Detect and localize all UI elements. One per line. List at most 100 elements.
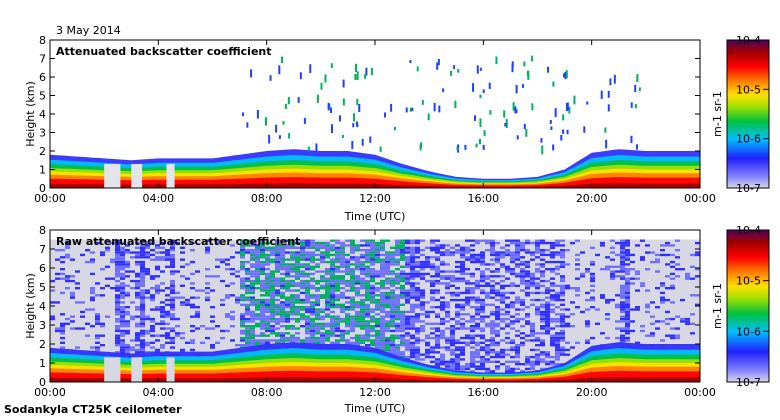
noise-cell [370,284,375,287]
noise-cell [370,301,375,304]
noise-cell [395,272,400,276]
noise-cell [340,277,345,280]
noise-cell [335,284,340,287]
noise-cell [70,327,75,330]
noise-cell [425,344,430,347]
noise-cell [490,239,495,242]
noise-cell [310,258,315,261]
noise-cell [450,360,455,363]
noise-cell [275,298,280,302]
noise-cell [535,241,540,245]
noise-cell [330,249,335,252]
noise-cell [510,327,515,330]
noise-cell [325,270,330,273]
noise-cell [400,353,405,356]
noise-cell [270,298,275,302]
noise-cell [390,270,395,273]
noise-cell [555,344,560,347]
noise-cell [305,329,310,333]
noise-cell [385,320,390,323]
noise-cell [575,258,580,261]
cloud-speck [278,135,281,139]
noise-cell [540,253,545,257]
noise-cell [365,298,370,302]
noise-cell [560,325,565,328]
noise-cell [410,263,415,266]
noise-cell [400,315,405,318]
noise-cell [575,341,580,344]
noise-cell [275,291,280,295]
noise-cell [335,268,340,271]
noise-cell [280,306,285,309]
noise-cell [405,258,410,261]
noise-cell [540,272,545,276]
noise-cell [415,303,420,306]
noise-cell [140,298,145,302]
noise-cell [535,353,540,356]
noise-cell [350,289,355,292]
noise-cell [255,325,260,328]
noise-cell [300,265,305,268]
noise-cell [330,329,335,333]
noise-cell [350,301,355,304]
noise-cell [345,306,350,309]
noise-cell [490,344,495,347]
noise-cell [660,298,665,302]
noise-cell [115,310,120,314]
noise-cell [250,325,255,328]
noise-cell [375,308,380,311]
noise-cell [510,301,515,304]
noise-cell [310,294,315,297]
noise-cell [115,336,120,340]
noise-cell [420,353,425,356]
noise-cell [305,246,310,249]
noise-cell [515,241,520,245]
noise-cell [335,260,340,264]
noise-cell [640,282,645,285]
noise-cell [170,258,175,261]
noise-cell [280,249,285,252]
cloud-speck [288,133,291,139]
noise-cell [225,296,230,299]
noise-cell [375,289,380,292]
noise-cell [155,251,160,254]
noise-cell [100,253,105,257]
noise-cell [310,322,315,325]
noise-cell [245,308,250,311]
noise-cell [245,344,250,347]
noise-cell [120,253,125,257]
noise-cell [265,284,270,287]
noise-cell [350,315,355,318]
noise-cell [340,253,345,257]
noise-cell [545,260,550,264]
noise-cell [440,277,445,280]
noise-cell [560,265,565,268]
noise-cell [660,244,665,247]
noise-cell [285,298,290,302]
noise-cell [585,291,590,295]
noise-cell [330,322,335,325]
noise-cell [610,277,615,280]
noise-cell [325,253,330,257]
noise-cell [90,296,95,299]
x-axis-label: Time (UTC) [344,210,406,223]
noise-cell [625,279,630,283]
noise-cell [325,251,330,254]
noise-cell [130,317,135,321]
noise-cell [345,258,350,261]
cloud-speck [370,67,373,76]
noise-cell [560,303,565,306]
noise-cell [555,332,560,335]
noise-cell [400,341,405,344]
noise-cell [525,263,530,266]
noise-cell [315,339,320,342]
noise-cell [490,329,495,333]
noise-cell [160,256,165,259]
noise-cell [345,325,350,328]
noise-cell [320,279,325,283]
noise-cell [265,310,270,314]
noise-cell [240,329,245,333]
noise-cell [665,317,670,321]
noise-cell [375,344,380,347]
noise-cell [245,289,250,292]
